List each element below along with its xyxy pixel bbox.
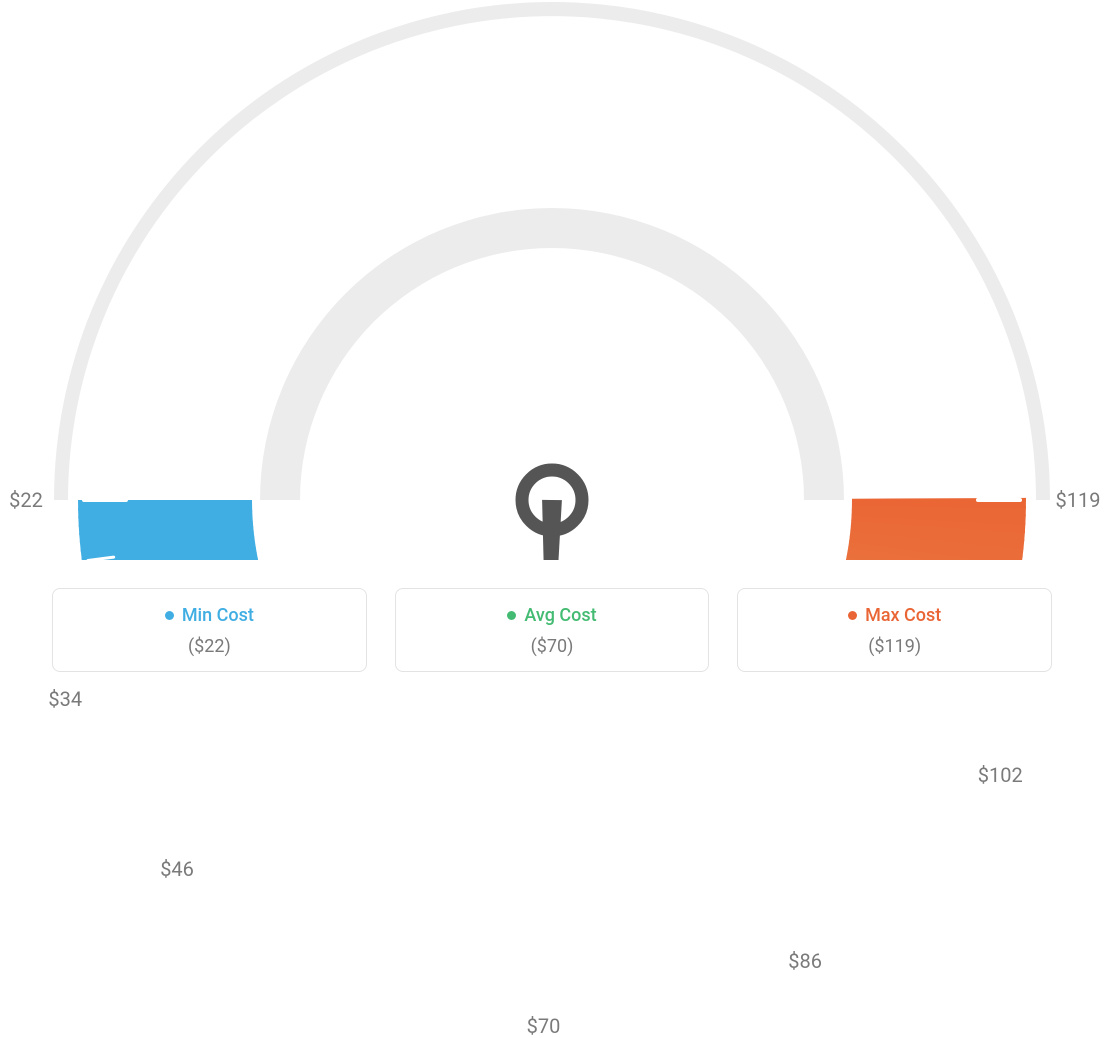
gauge-tick-label: $46 — [160, 857, 194, 881]
gauge-tick-label: $102 — [978, 763, 1023, 787]
gauge-tick-label: $70 — [527, 1014, 561, 1038]
legend-card-min: Min Cost ($22) — [52, 588, 367, 672]
legend-label-min: Min Cost — [182, 605, 254, 626]
legend-label-max: Max Cost — [865, 605, 941, 626]
gauge-tick-label: $86 — [788, 949, 822, 973]
legend-row: Min Cost ($22) Avg Cost ($70) Max Cost (… — [0, 588, 1104, 672]
legend-value-avg: ($70) — [406, 636, 699, 657]
legend-value-max: ($119) — [748, 636, 1041, 657]
gauge-svg — [0, 0, 1104, 560]
gauge-chart: $22$34$46$70$86$102$119 — [0, 0, 1104, 560]
legend-title-max: Max Cost — [848, 605, 941, 626]
gauge-tick-label: $22 — [9, 488, 43, 512]
legend-card-avg: Avg Cost ($70) — [395, 588, 710, 672]
legend-card-max: Max Cost ($119) — [737, 588, 1052, 672]
gauge-tick-label: $34 — [48, 687, 82, 711]
legend-title-min: Min Cost — [165, 605, 254, 626]
legend-dot-avg — [507, 611, 516, 620]
legend-dot-min — [165, 611, 174, 620]
legend-value-min: ($22) — [63, 636, 356, 657]
legend-label-avg: Avg Cost — [524, 605, 596, 626]
legend-title-avg: Avg Cost — [507, 605, 596, 626]
legend-dot-max — [848, 611, 857, 620]
gauge-tick-label: $119 — [1056, 488, 1101, 512]
